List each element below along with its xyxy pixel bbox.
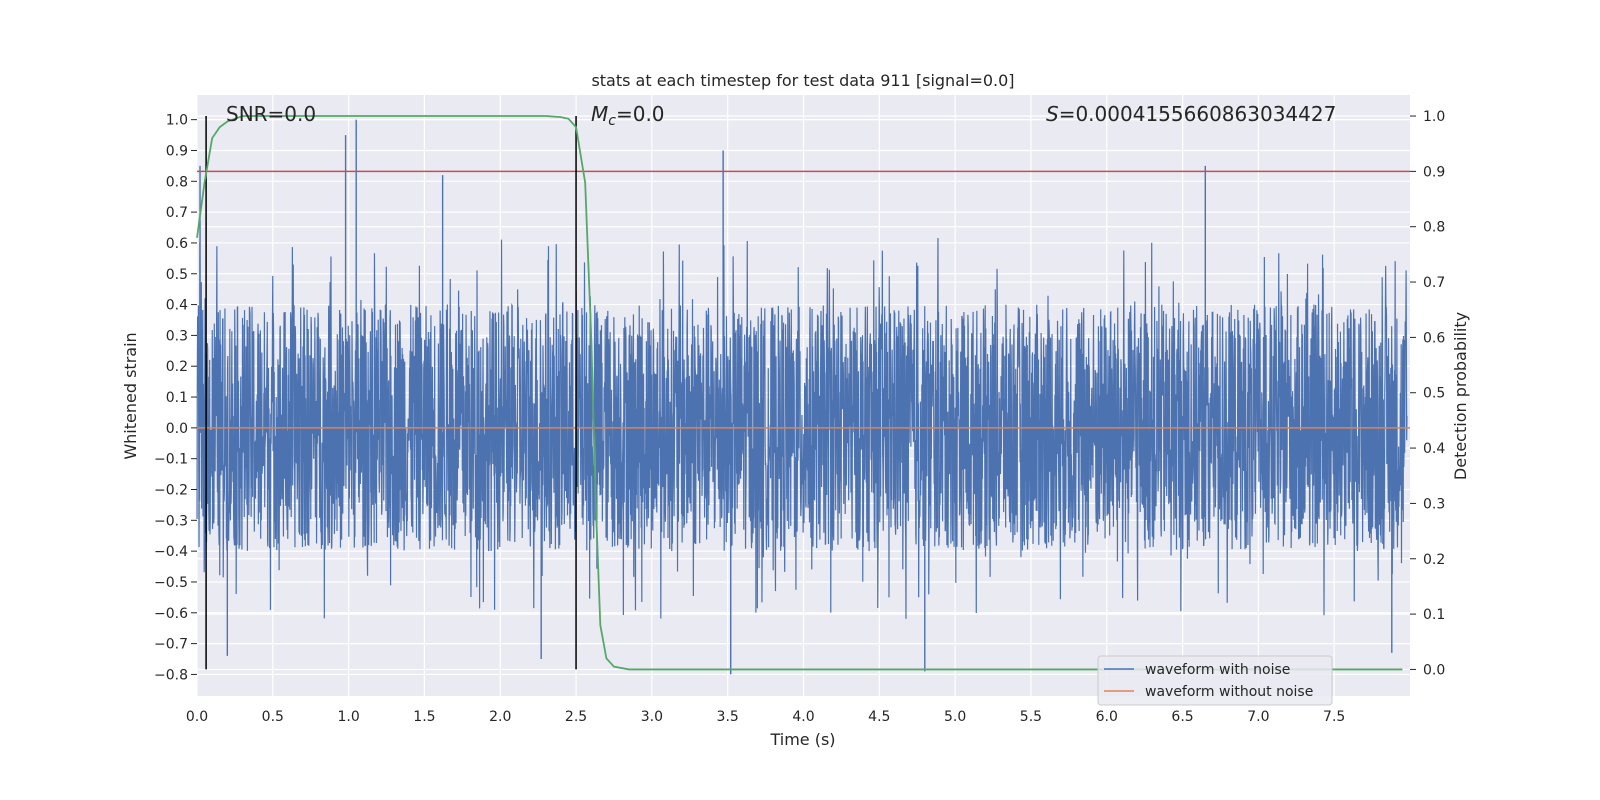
y-right-tick-label-3: 0.3 (1423, 496, 1445, 512)
y-axis-right-label: Detection probability (1451, 312, 1470, 480)
x-tick-label-2: 1.0 (337, 709, 359, 725)
mc-symbol: M (591, 102, 608, 126)
y-left-tick-label-14: 0.6 (166, 236, 188, 252)
x-tick-label-14: 7.0 (1247, 709, 1269, 725)
y-right-tick-label-5: 0.5 (1423, 386, 1445, 402)
x-tick-label-7: 3.5 (717, 709, 739, 725)
y-axis-left-label: Whitened strain (121, 332, 140, 459)
y-left-tick-label-17: 0.9 (166, 143, 188, 159)
legend-box (1097, 655, 1333, 706)
y-left-tick-label-2: −0.6 (154, 606, 188, 622)
legend-label-noise: waveform with noise (1145, 662, 1290, 678)
y-left-tick-label-4: −0.4 (154, 544, 188, 560)
x-tick-label-3: 1.5 (413, 709, 435, 725)
y-right-tick-label-0: 0.0 (1423, 662, 1445, 678)
y-left-tick-label-5: −0.3 (154, 513, 188, 529)
x-tick-label-15: 7.5 (1323, 709, 1345, 725)
x-tick-label-11: 5.5 (1020, 709, 1042, 725)
x-tick-label-4: 2.0 (489, 709, 511, 725)
s-annotation: S=0.0004155660863034427 (1046, 102, 1336, 126)
y-right-tick-label-2: 0.2 (1423, 552, 1445, 568)
y-left-tick-label-3: −0.5 (154, 575, 188, 591)
y-left-tick-label-11: 0.3 (166, 328, 188, 344)
y-left-tick-label-7: −0.1 (154, 452, 188, 468)
ticks: 0.0 0.5 1.0 1.5 2.0 2.5 3.0 3.5 4.0 4.5 5.0 5.5 6.0 6… (154, 109, 1445, 725)
y-left-tick-label-1: −0.7 (154, 637, 188, 653)
y-left-tick-label-10: 0.2 (166, 359, 188, 375)
s-symbol: S (1046, 102, 1059, 126)
x-tick-label-8: 4.0 (792, 709, 814, 725)
chart-title: stats at each timestep for test data 911… (591, 71, 1014, 90)
data-layer (196, 115, 1410, 675)
y-left-tick-label-13: 0.5 (166, 267, 188, 283)
y-left-tick-label-12: 0.4 (166, 298, 188, 314)
y-right-tick-label-8: 0.8 (1423, 220, 1445, 236)
x-tick-label-10: 5.0 (944, 709, 966, 725)
legend-label-clean: waveform without noise (1145, 684, 1313, 700)
y-right-tick-label-1: 0.1 (1423, 607, 1445, 623)
x-tick-label-5: 2.5 (565, 709, 587, 725)
x-axis-label: Time (s) (769, 730, 835, 749)
mc-annotation: Mc=0.0 (591, 102, 665, 129)
detection-probability-line (196, 115, 1403, 671)
s-value: =0.0004155660863034427 (1059, 102, 1337, 126)
x-tick-label-0: 0.0 (186, 709, 208, 725)
y-left-tick-label-16: 0.8 (166, 174, 188, 190)
y-left-tick-label-8: 0.0 (166, 421, 188, 437)
waveform-with-noise-line (196, 237, 1408, 619)
legend: waveform with noise waveform without noi… (1097, 655, 1333, 706)
mc-subscript: c (608, 113, 616, 129)
y-left-tick-label-18: 1.0 (166, 113, 188, 129)
y-left-tick-label-0: −0.8 (154, 667, 188, 683)
y-left-tick-label-9: 0.1 (166, 390, 188, 406)
y-right-tick-label-6: 0.6 (1423, 330, 1445, 346)
x-tick-label-6: 3.0 (641, 709, 663, 725)
y-left-tick-label-15: 0.7 (166, 205, 188, 221)
y-right-tick-label-9: 0.9 (1423, 164, 1445, 180)
x-tick-label-1: 0.5 (262, 709, 284, 725)
x-tick-label-13: 6.5 (1171, 709, 1193, 725)
snr-annotation: SNR=0.0 (226, 102, 316, 126)
x-tick-label-9: 4.5 (868, 709, 890, 725)
y-right-tick-label-7: 0.7 (1423, 275, 1445, 291)
y-left-tick-label-6: −0.2 (154, 483, 188, 499)
mc-value: =0.0 (616, 102, 665, 126)
y-right-tick-label-10: 1.0 (1423, 109, 1445, 125)
x-tick-label-12: 6.0 (1096, 709, 1118, 725)
y-right-tick-label-4: 0.4 (1423, 441, 1445, 457)
